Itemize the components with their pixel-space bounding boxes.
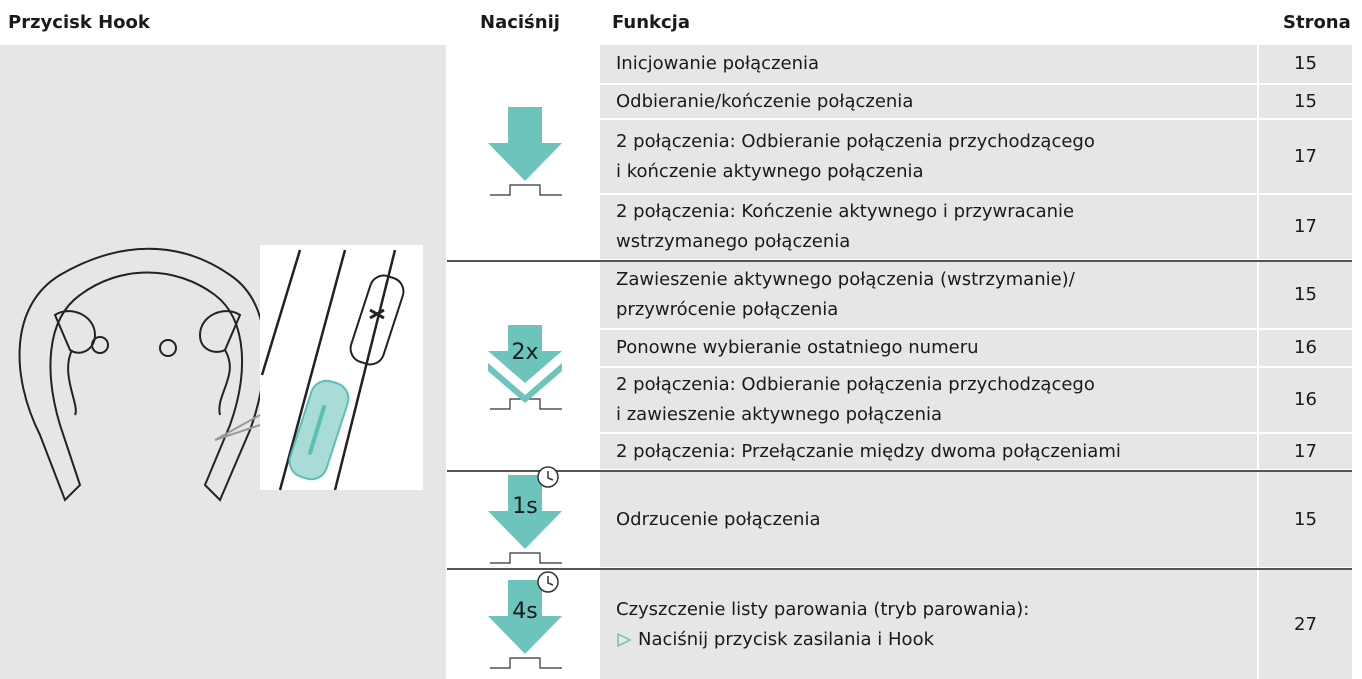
- page-number: 27: [1294, 613, 1317, 635]
- function-text: 2 połączenia: Odbieranie połączenia przy…: [616, 130, 1095, 152]
- function-text: Odrzucenie połączenia: [616, 508, 821, 530]
- arrow: [488, 474, 562, 549]
- function-text: i kończenie aktywnego połączenia: [616, 160, 924, 182]
- button-base: [490, 184, 562, 196]
- function-cell: Odbieranie/kończenie połączenia: [600, 85, 1257, 118]
- press-label: 1s: [512, 494, 537, 519]
- function-text: Czyszczenie listy parowania (tryb parowa…: [616, 598, 1030, 620]
- button-base: [490, 656, 562, 669]
- function-text: przywrócenie połączenia: [616, 299, 839, 320]
- function-text: Inicjowanie połączenia: [616, 53, 820, 74]
- function-text: Ponowne wybieranie ostatniego numeru: [616, 337, 979, 358]
- press-icon: 2x: [488, 324, 562, 410]
- function-cell: 2 połączenia: Odbieranie połączenia przy…: [600, 368, 1257, 432]
- page-cell: 17: [1259, 195, 1352, 259]
- function-cell: Inicjowanie połączenia: [600, 45, 1257, 83]
- function-cell: Odrzucenie połączenia: [600, 472, 1257, 567]
- arrow: [488, 579, 562, 654]
- function-text: 2 połączenia: Przełączanie między dwoma …: [616, 440, 1121, 462]
- function-text: Zawieszenie aktywnego połączenia (wstrzy…: [616, 269, 1075, 290]
- function-cell: 2 połączenia: Przełączanie między dwoma …: [600, 434, 1257, 469]
- press-icon: [488, 107, 562, 196]
- page-cell: 17: [1259, 120, 1352, 193]
- page-cell: 27: [1259, 570, 1352, 679]
- function-cell: 2 połączenia: Kończenie aktywnego i przy…: [600, 195, 1257, 259]
- clock-hands: [547, 470, 554, 481]
- press-label: 2x: [511, 340, 538, 365]
- page-number: 16: [1294, 389, 1317, 410]
- header-hook: Przycisk Hook: [8, 12, 150, 33]
- page-cell: 16: [1259, 330, 1352, 366]
- step: Naciśnij przycisk zasilania i Hook: [616, 625, 1257, 655]
- function-text: Odbieranie/kończenie połączenia: [616, 90, 914, 112]
- page-number: 16: [1294, 337, 1317, 358]
- page-cell: 15: [1259, 472, 1352, 567]
- page-number: 15: [1294, 508, 1317, 530]
- press-icon: 4s: [488, 570, 562, 669]
- press-icon: 1s: [488, 465, 562, 564]
- function-text: wstrzymanego połączenia: [616, 231, 851, 252]
- group-separator: [447, 470, 1352, 472]
- page-cell: 16: [1259, 368, 1352, 432]
- arrow: [488, 107, 562, 181]
- arrow: [488, 324, 562, 383]
- function-text: 2 połączenia: Kończenie aktywnego i przy…: [616, 201, 1075, 222]
- header-press: Naciśnij: [480, 12, 560, 33]
- page-number: 17: [1294, 145, 1317, 167]
- page-cell: 15: [1259, 85, 1352, 118]
- page-cell: 15: [1259, 262, 1352, 328]
- header-function: Funkcja: [612, 12, 690, 33]
- page-cell: 15: [1259, 45, 1352, 83]
- function-cell: Czyszczenie listy parowania (tryb parowa…: [600, 570, 1257, 679]
- button-base: [490, 551, 562, 564]
- page-number: 15: [1294, 53, 1317, 74]
- press-label: 4s: [512, 599, 537, 624]
- arrow-chevron: [488, 362, 562, 403]
- page-cell: 17: [1259, 434, 1352, 469]
- function-text: i zawieszenie aktywnego połączenia: [616, 404, 943, 425]
- step-marker: [617, 632, 632, 647]
- clock-hands: [547, 575, 554, 586]
- step-text: Naciśnij przycisk zasilania i Hook: [638, 628, 935, 650]
- step-triangle: [617, 632, 632, 647]
- page-number: 17: [1294, 440, 1317, 462]
- headset-illustration: [18, 245, 423, 502]
- page-number: 15: [1294, 90, 1317, 112]
- function-text: 2 połączenia: Odbieranie połączenia przy…: [616, 374, 1095, 395]
- function-cell: Ponowne wybieranie ostatniego numeru: [600, 330, 1257, 366]
- page-number: 15: [1294, 284, 1317, 305]
- group-separator: [447, 568, 1352, 570]
- group-separator: [447, 260, 1352, 262]
- function-cell: Zawieszenie aktywnego połączenia (wstrzy…: [600, 262, 1257, 328]
- function-cell: 2 połączenia: Odbieranie połączenia przy…: [600, 120, 1257, 193]
- page-number: 17: [1294, 216, 1317, 237]
- header-page: Strona: [1283, 12, 1351, 33]
